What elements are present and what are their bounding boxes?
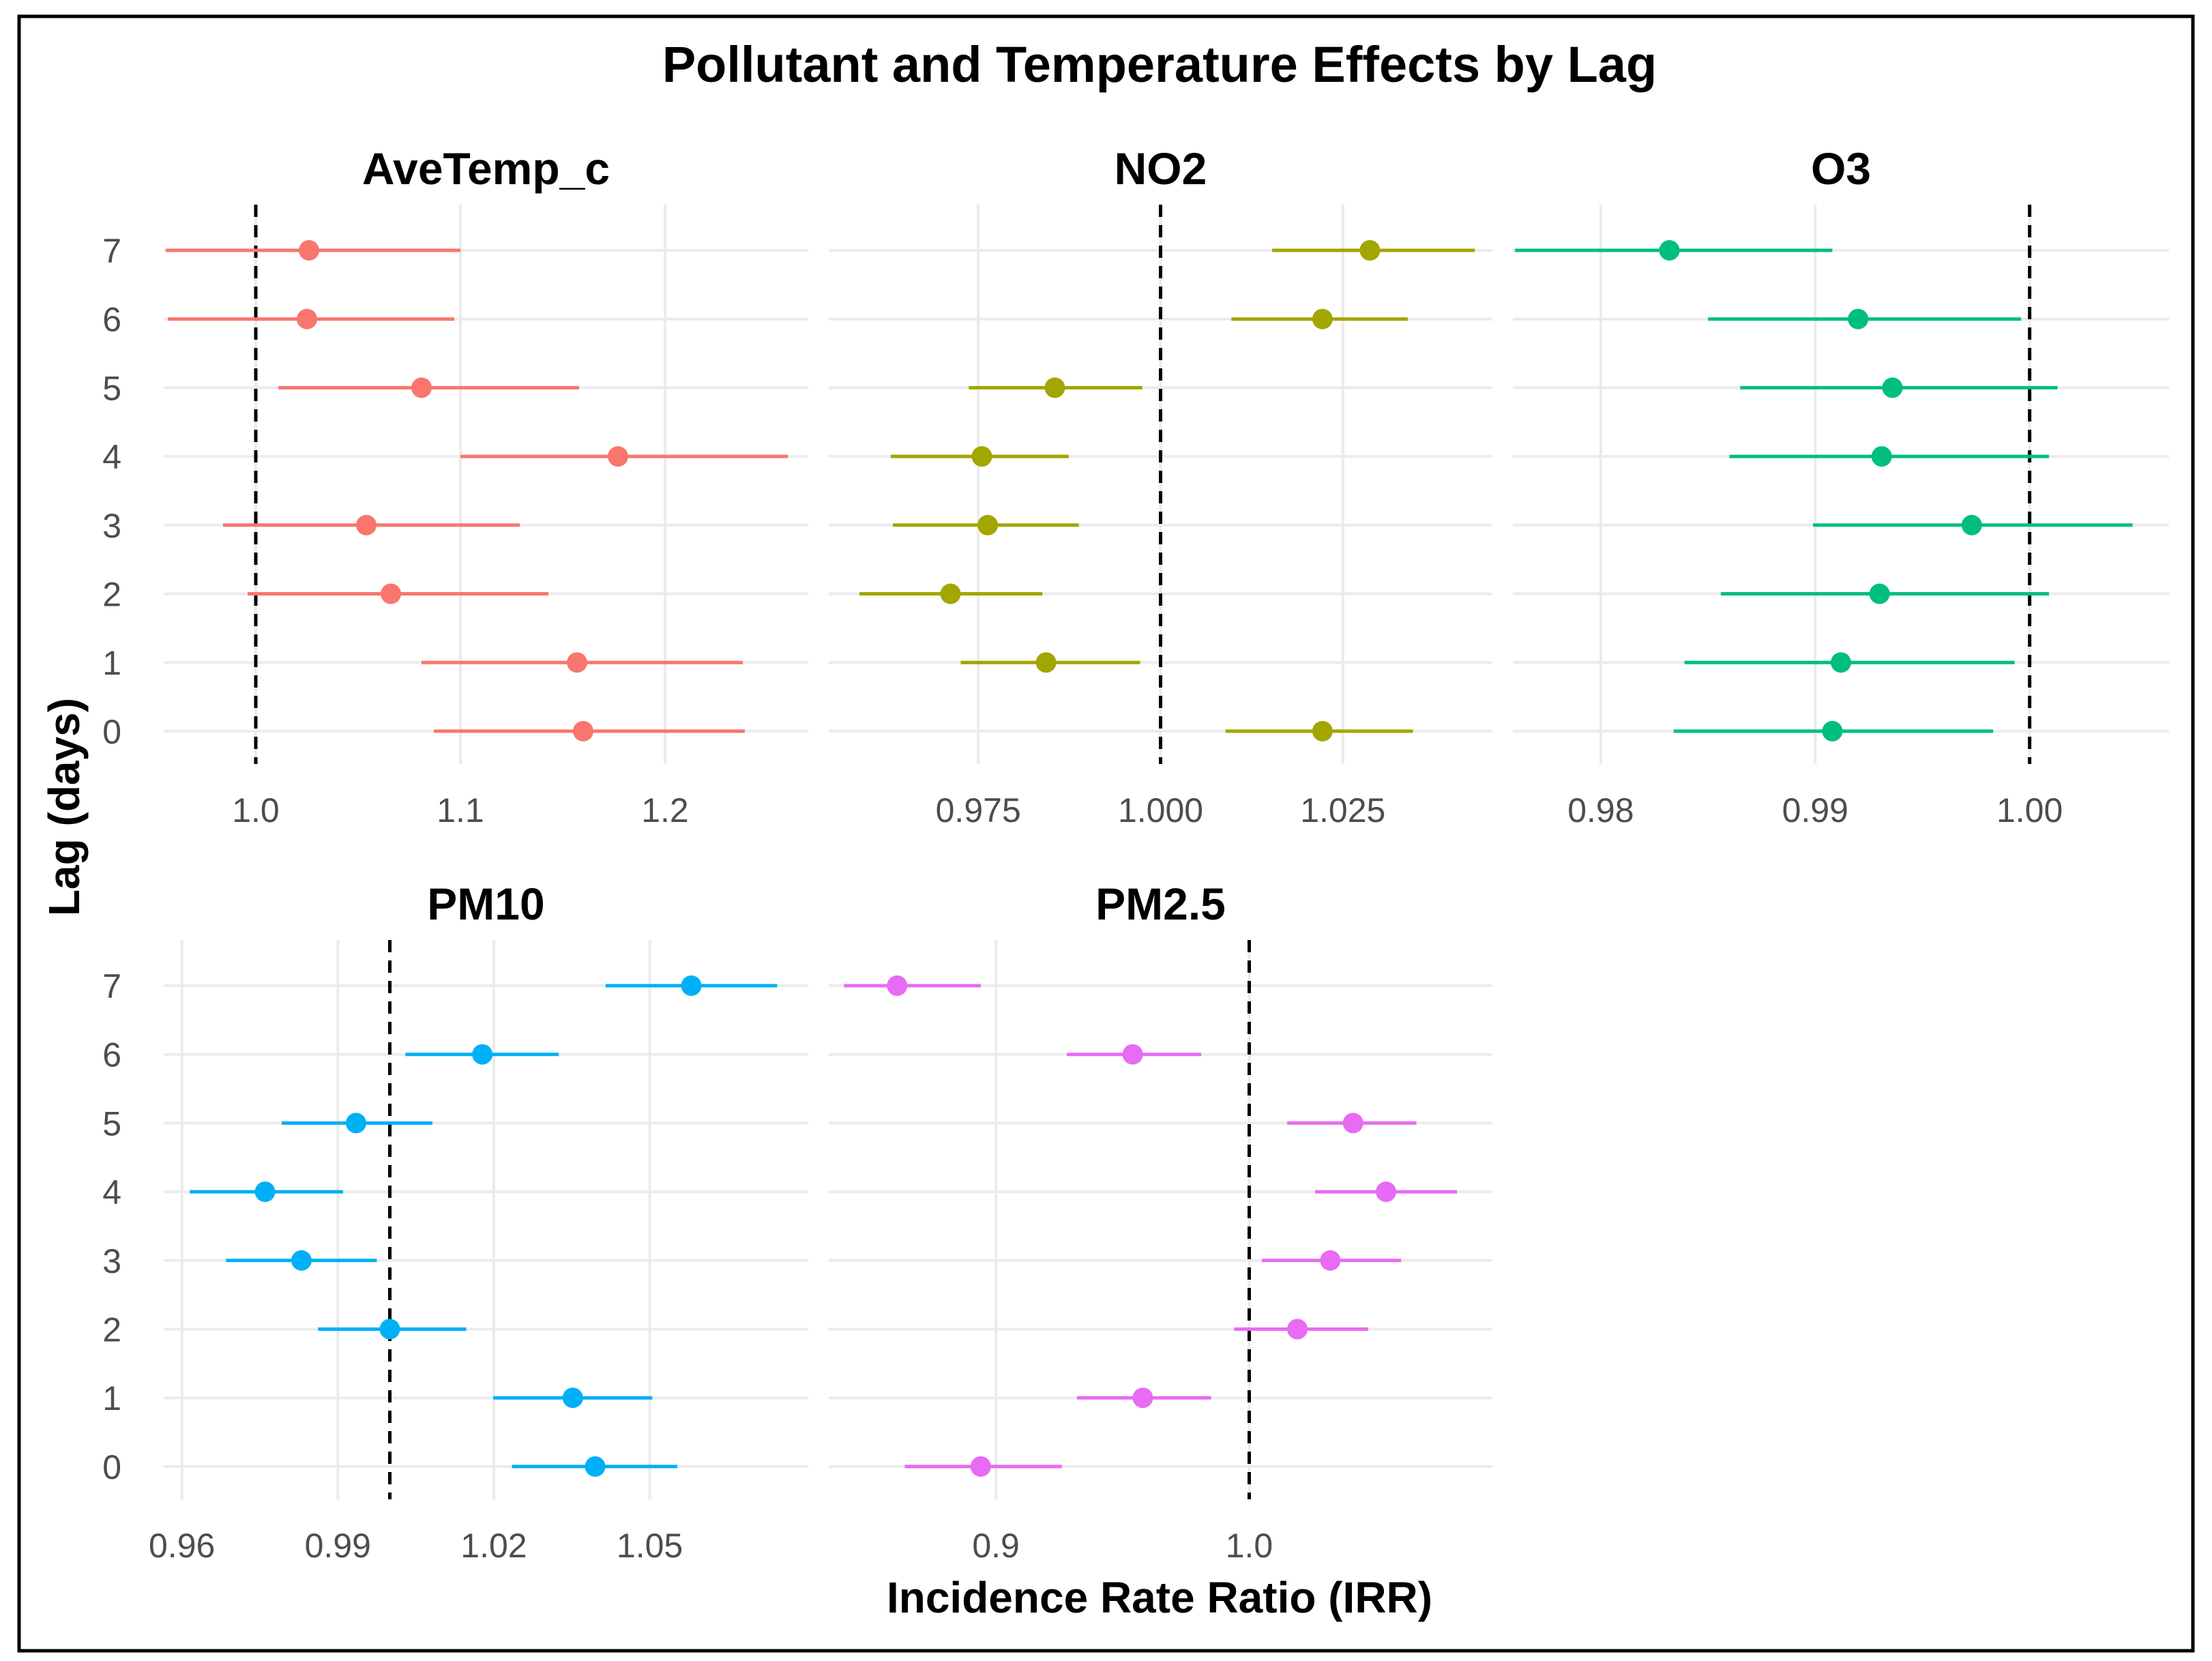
x-tick-label: 0.99 [1782,791,1848,829]
point-lag-1 [1132,1387,1153,1409]
figure-border [17,14,2195,1653]
x-tick-label: 1.0 [232,791,280,829]
point-lag-3 [1320,1250,1341,1271]
point-lag-5 [1044,377,1065,398]
facet-title: O3 [1811,143,1871,194]
panel-no2: NO2 0.975 1.000 1.025 [829,143,1492,829]
point-lag-3 [356,514,377,535]
point-lag-7 [1359,240,1381,261]
point-lag-7 [887,975,908,996]
point-lag-6 [472,1044,493,1065]
point-lag-0 [1312,720,1333,741]
x-tick-label: 1.2 [641,791,689,829]
facet-title: PM10 [427,879,544,929]
point-lag-1 [1831,652,1851,673]
y-axis-title: Lag (days) [40,698,89,916]
point-lag-1 [567,652,587,673]
panel-o3: O3 0.98 0.99 1.00 [1513,143,2169,829]
point-lag-2 [1287,1319,1308,1340]
y-tick-label: 7 [102,232,121,270]
point-lag-4 [254,1181,276,1203]
point-lag-7 [1659,240,1680,261]
y-tick-label: 2 [102,1311,121,1349]
y-tick-label: 0 [102,713,121,751]
y-tick-label: 6 [102,1036,121,1074]
facet-title: NO2 [1115,143,1207,194]
panel-pm2-5: PM2.5 0.9 1.0 [829,879,1492,1565]
point-lag-4 [1871,446,1892,467]
y-tick-label: 1 [102,644,121,682]
x-tick-label: 0.9 [972,1527,1020,1565]
y-tick-label: 4 [102,1173,121,1211]
x-tick-label: 0.96 [149,1527,215,1565]
point-lag-1 [562,1387,583,1409]
point-lag-0 [1822,720,1843,741]
y-tick-label: 4 [102,438,121,476]
chart-title: Pollutant and Temperature Effects by Lag [662,36,1657,93]
x-tick-label: 1.02 [460,1527,527,1565]
y-tick-label: 7 [102,967,121,1005]
x-tick-label: 0.975 [936,791,1021,829]
panel-pm10: PM10 0.96 0.99 1.02 1.05 0 1 2 3 4 5 6 7 [102,879,808,1565]
point-lag-4 [1376,1181,1397,1203]
point-lag-2 [1869,583,1890,604]
y-tick-label: 0 [102,1448,121,1486]
y-tick-label: 5 [102,369,121,407]
y-tick-label: 1 [102,1379,121,1417]
x-tick-label: 1.05 [617,1527,683,1565]
point-lag-2 [379,1319,400,1340]
panel-avetemp-c: AveTemp_c 1.0 1.1 1.2 0 1 2 3 4 5 6 7 [102,143,808,829]
point-lag-6 [297,308,317,329]
x-axis-title: Incidence Rate Ratio (IRR) [887,1573,1432,1622]
point-lag-1 [1035,652,1057,673]
y-tick-label: 3 [102,1242,121,1280]
point-lag-5 [1342,1113,1363,1134]
facet-title: PM2.5 [1095,879,1226,929]
x-tick-label: 1.1 [437,791,484,829]
point-lag-6 [1122,1044,1143,1065]
point-lag-5 [345,1113,366,1134]
x-tick-label: 0.99 [305,1527,371,1565]
y-tick-label: 2 [102,576,121,614]
x-tick-label: 0.98 [1567,791,1634,829]
point-lag-2 [381,583,401,604]
point-lag-4 [608,446,628,467]
point-lag-0 [573,720,593,741]
point-lag-3 [291,1250,312,1271]
point-lag-6 [1312,308,1333,329]
y-tick-label: 3 [102,507,121,545]
y-tick-label: 6 [102,301,121,339]
facet-title: AveTemp_c [362,143,610,194]
point-lag-5 [1882,377,1903,398]
y-tick-label: 5 [102,1104,121,1143]
x-tick-label: 1.000 [1118,791,1203,829]
x-tick-label: 1.025 [1300,791,1385,829]
point-lag-3 [1961,514,1982,535]
point-lag-0 [970,1456,991,1477]
point-lag-4 [971,446,992,467]
point-lag-5 [411,377,432,398]
point-lag-6 [1848,308,1869,329]
point-lag-0 [585,1456,606,1477]
x-tick-label: 1.0 [1226,1527,1273,1565]
point-lag-2 [940,583,961,604]
point-lag-7 [681,975,702,996]
point-lag-3 [977,514,999,535]
point-lag-7 [299,240,319,261]
x-tick-label: 1.00 [1996,791,2063,829]
